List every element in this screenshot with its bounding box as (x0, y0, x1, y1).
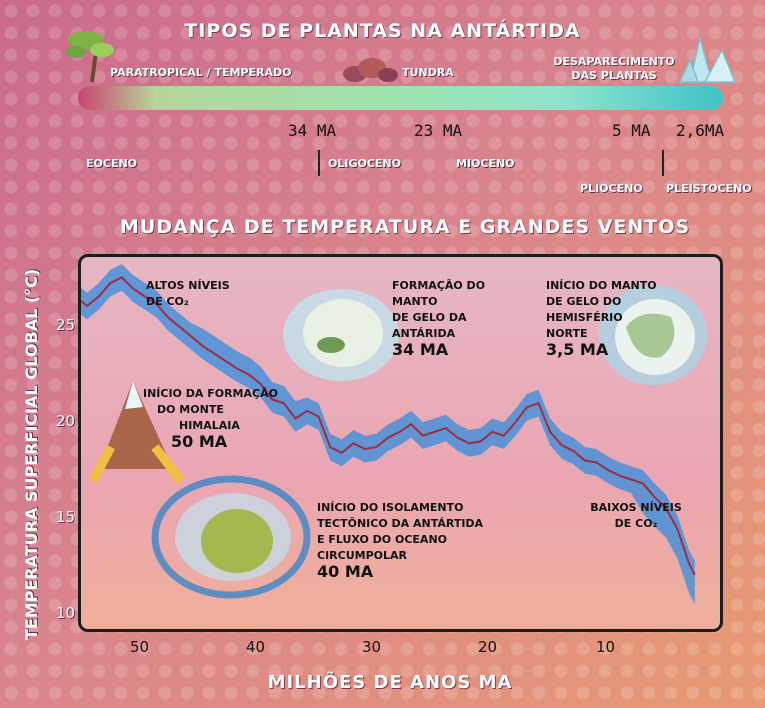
annotation-antarctic-ice-ma: 34 MA (392, 340, 449, 359)
mountain-illustration (89, 381, 185, 484)
annotation-circumpolar-line-3: E FLUXO DO OCEANO (317, 533, 447, 546)
annotation-himalaya-line-2: DO MONTE (157, 403, 224, 416)
circumpolar-current-illustration (151, 475, 311, 599)
y-tick-10: 10 (56, 604, 76, 622)
epoch-oligocene-label: OLIGOCENO (328, 156, 401, 170)
annotation-northern-ice-ma: 3,5 MA (546, 340, 609, 359)
temperature-line (81, 276, 696, 576)
epoch-miocene: MIOCENO (448, 150, 662, 176)
temperature-chart (81, 264, 707, 605)
ma-label-2-6: 2,6MA (676, 121, 725, 140)
annotation-low-co2-line-1: BAIXOS NÍVEIS (590, 501, 682, 514)
annotation-northern-ice: INÍCIO DO MANTO DE GELO DO HEMISFÉRIO NO… (546, 278, 657, 358)
annotation-northern-ice-line-3: HEMISFÉRIO (546, 311, 623, 324)
epoch-pleistocene-label: PLEISTOCENO (666, 182, 752, 195)
epoch-miocene-label: MIOCENO (456, 156, 515, 170)
ma-label-34: 34 MA (288, 121, 337, 140)
plant-type-disappearance-1: DESAPARECIMENTO (553, 55, 675, 68)
x-tick-40: 40 (246, 638, 266, 656)
y-axis-label: TEMPERATURA SUPERFICIAL GLOBAL (°C) (22, 268, 41, 640)
annotation-northern-ice-line-1: INÍCIO DO MANTO (546, 279, 657, 292)
epoch-pliocene-label: PLIOCENO (580, 182, 643, 195)
northern-hemisphere-ice-illustration (599, 285, 707, 385)
annotation-northern-ice-line-4: NORTE (546, 327, 588, 340)
epoch-pleistocene (692, 150, 720, 176)
annotation-antarctic-ice-line-3: DE GELO DA (392, 311, 467, 324)
epoch-tick-34 (318, 150, 320, 176)
plant-gradient-bar (78, 86, 723, 110)
epoch-bar: EOCENO OLIGOCENO MIOCENO (78, 150, 720, 176)
epoch-pliocene (664, 150, 692, 176)
plant-type-disappearance-2: DAS PLANTAS (571, 69, 657, 82)
annotation-circumpolar-line-4: CIRCUMPOLAR (317, 549, 407, 562)
x-tick-20: 20 (478, 638, 498, 656)
x-tick-50: 50 (130, 638, 150, 656)
annotation-high-co2-line-1: ALTOS NÍVEIS (146, 279, 230, 292)
annotation-high-co2: ALTOS NÍVEIS DE CO₂ (146, 278, 230, 310)
plant-type-paratropical: PARATROPICAL / TEMPERADO (110, 66, 292, 79)
page-title: TIPOS DE PLANTAS NA ANTÁRTIDA (184, 20, 581, 42)
annotation-low-co2: BAIXOS NÍVEIS DE CO₂ (586, 500, 686, 532)
annotation-antarctic-ice: FORMAÇÃO DO MANTO DE GELO DA ANTÁRIDA 34… (392, 278, 485, 358)
annotation-himalaya-line-3: HIMALAIA (179, 419, 240, 432)
ma-label-23: 23 MA (414, 121, 463, 140)
annotation-antarctic-ice-line-4: ANTÁRIDA (392, 327, 456, 340)
annotation-antarctic-ice-line-1: FORMAÇÃO DO (392, 279, 486, 292)
annotation-himalaya: INÍCIO DA FORMAÇÃO DO MONTE HIMALAIA 50 … (143, 386, 278, 450)
y-tick-25: 25 (56, 316, 76, 334)
ma-label-5: 5 MA (612, 121, 651, 140)
annotation-antarctic-ice-line-2: MANTO (392, 295, 438, 308)
annotation-circumpolar-line-2: TECTÔNICO DA ANTÁRTIDA (317, 517, 484, 530)
x-axis-label: MILHÕES DE ANOS MA (267, 672, 513, 693)
annotation-circumpolar: INÍCIO DO ISOLAMENTO TECTÔNICO DA ANTÁRT… (317, 500, 483, 580)
chart-title: MUDANÇA DE TEMPERATURA E GRANDES VENTOS (119, 216, 691, 238)
annotation-himalaya-line-1: INÍCIO DA FORMAÇÃO (143, 387, 278, 400)
annotation-circumpolar-line-1: INÍCIO DO ISOLAMENTO (317, 501, 464, 514)
y-tick-20: 20 (56, 412, 76, 430)
annotation-himalaya-ma: 50 MA (171, 432, 228, 451)
epoch-tick-5 (662, 150, 664, 176)
y-tick-15: 15 (56, 508, 76, 526)
epoch-eocene: EOCENO (78, 150, 318, 176)
annotation-low-co2-line-2: DE CO₂ (614, 517, 658, 530)
plot-area (78, 254, 723, 632)
antarctica-ice-illustration (283, 289, 399, 381)
epoch-eocene-label: EOCENO (86, 156, 138, 170)
x-tick-10: 10 (596, 638, 616, 656)
annotation-high-co2-line-2: DE CO₂ (146, 295, 189, 308)
temperature-uncertainty-band (81, 264, 695, 605)
annotation-circumpolar-ma: 40 MA (317, 562, 374, 581)
epoch-oligocene: OLIGOCENO (320, 150, 448, 176)
annotation-northern-ice-line-2: DE GELO DO (546, 295, 622, 308)
plant-type-tundra: TUNDRA (402, 66, 454, 79)
x-tick-30: 30 (362, 638, 382, 656)
